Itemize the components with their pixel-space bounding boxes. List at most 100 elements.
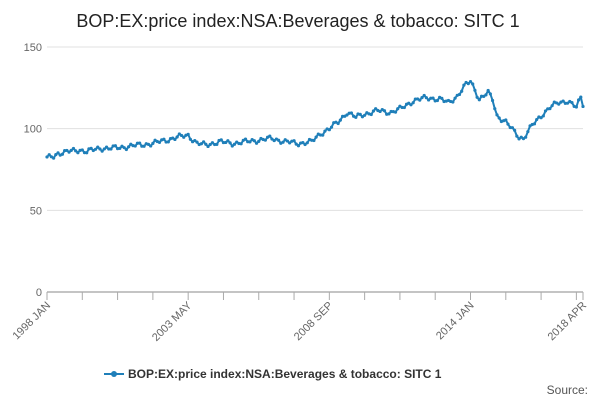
legend[interactable]: BOP:EX:price index:NSA:Beverages & tobac… bbox=[104, 367, 442, 381]
data-point[interactable] bbox=[182, 135, 186, 139]
data-point[interactable] bbox=[363, 113, 367, 117]
data-point[interactable] bbox=[327, 128, 331, 132]
data-point[interactable] bbox=[199, 142, 203, 146]
data-point[interactable] bbox=[195, 140, 199, 144]
data-point[interactable] bbox=[468, 79, 473, 84]
data-point[interactable] bbox=[427, 98, 431, 102]
data-point[interactable] bbox=[142, 144, 146, 148]
data-point[interactable] bbox=[495, 113, 499, 117]
data-point[interactable] bbox=[393, 110, 398, 114]
data-point[interactable] bbox=[497, 116, 501, 120]
data-point[interactable] bbox=[109, 147, 113, 151]
data-point[interactable] bbox=[329, 125, 334, 129]
data-point[interactable] bbox=[149, 144, 153, 148]
data-point[interactable] bbox=[510, 126, 515, 130]
data-point[interactable] bbox=[548, 107, 552, 111]
data-point[interactable] bbox=[243, 137, 248, 141]
data-point[interactable] bbox=[301, 141, 305, 145]
data-point[interactable] bbox=[473, 88, 477, 92]
data-point[interactable] bbox=[252, 139, 256, 143]
data-point[interactable] bbox=[420, 96, 424, 100]
data-point[interactable] bbox=[374, 107, 378, 111]
data-point[interactable] bbox=[294, 142, 298, 146]
data-point[interactable] bbox=[204, 142, 208, 146]
data-point[interactable] bbox=[118, 146, 122, 150]
data-point[interactable] bbox=[206, 144, 210, 149]
data-point[interactable] bbox=[557, 102, 561, 106]
data-point[interactable] bbox=[349, 111, 353, 115]
legend-label[interactable]: BOP:EX:price index:NSA:Beverages & tobac… bbox=[128, 367, 442, 381]
data-point[interactable] bbox=[303, 142, 307, 147]
data-point[interactable] bbox=[314, 135, 318, 139]
data-point[interactable] bbox=[321, 133, 325, 137]
data-point[interactable] bbox=[466, 82, 470, 86]
data-point[interactable] bbox=[486, 88, 490, 93]
data-point[interactable] bbox=[104, 145, 109, 149]
data-point[interactable] bbox=[188, 137, 192, 141]
data-point[interactable] bbox=[232, 142, 237, 146]
data-point[interactable] bbox=[248, 140, 252, 144]
data-point[interactable] bbox=[490, 98, 495, 103]
data-point[interactable] bbox=[581, 104, 585, 109]
data-point[interactable] bbox=[69, 148, 73, 153]
data-point[interactable] bbox=[493, 107, 497, 111]
data-point[interactable] bbox=[93, 147, 98, 151]
data-point[interactable] bbox=[431, 96, 435, 100]
data-point[interactable] bbox=[409, 103, 413, 107]
data-point[interactable] bbox=[418, 98, 422, 102]
data-point[interactable] bbox=[179, 133, 184, 138]
data-point[interactable] bbox=[457, 92, 462, 97]
data-point[interactable] bbox=[288, 141, 292, 145]
data-point[interactable] bbox=[576, 98, 581, 102]
data-point[interactable] bbox=[107, 147, 111, 151]
data-point[interactable] bbox=[122, 146, 126, 150]
data-point[interactable] bbox=[45, 155, 49, 159]
data-point[interactable] bbox=[292, 139, 296, 143]
data-point[interactable] bbox=[565, 101, 570, 105]
data-point[interactable] bbox=[378, 109, 382, 114]
data-point[interactable] bbox=[226, 139, 230, 143]
data-point[interactable] bbox=[133, 144, 137, 148]
data-point[interactable] bbox=[488, 92, 492, 96]
data-point[interactable] bbox=[102, 147, 106, 151]
data-point[interactable] bbox=[71, 146, 76, 151]
data-point[interactable] bbox=[215, 142, 219, 146]
data-point[interactable] bbox=[65, 148, 69, 153]
data-point[interactable] bbox=[579, 95, 583, 99]
data-point[interactable] bbox=[186, 132, 190, 136]
data-point[interactable] bbox=[76, 151, 80, 155]
data-point[interactable] bbox=[506, 122, 510, 126]
data-point[interactable] bbox=[535, 117, 539, 122]
data-point[interactable] bbox=[411, 101, 415, 105]
data-point[interactable] bbox=[484, 93, 488, 97]
data-point[interactable] bbox=[539, 116, 543, 120]
data-point[interactable] bbox=[277, 138, 281, 142]
data-point[interactable] bbox=[422, 93, 426, 98]
data-point[interactable] bbox=[462, 83, 466, 87]
data-point[interactable] bbox=[67, 150, 71, 154]
data-point[interactable] bbox=[515, 134, 519, 138]
data-point[interactable] bbox=[202, 140, 206, 144]
data-point[interactable] bbox=[281, 140, 285, 144]
data-point[interactable] bbox=[224, 140, 228, 145]
data-point[interactable] bbox=[453, 96, 457, 100]
data-point[interactable] bbox=[56, 151, 60, 155]
data-point[interactable] bbox=[440, 96, 444, 100]
data-point[interactable] bbox=[336, 121, 340, 126]
data-point[interactable] bbox=[570, 100, 574, 105]
data-point[interactable] bbox=[550, 104, 554, 108]
data-point[interactable] bbox=[561, 99, 565, 103]
data-point[interactable] bbox=[89, 146, 93, 150]
data-point[interactable] bbox=[451, 100, 455, 104]
data-point[interactable] bbox=[382, 109, 387, 113]
data-point[interactable] bbox=[268, 134, 272, 138]
data-point[interactable] bbox=[210, 141, 215, 145]
data-point[interactable] bbox=[387, 112, 391, 116]
data-point[interactable] bbox=[345, 113, 349, 117]
data-point[interactable] bbox=[296, 144, 301, 148]
data-point[interactable] bbox=[369, 112, 373, 117]
data-point[interactable] bbox=[285, 139, 290, 143]
data-point[interactable] bbox=[504, 118, 508, 122]
data-point[interactable] bbox=[173, 137, 177, 142]
data-point[interactable] bbox=[98, 147, 102, 151]
